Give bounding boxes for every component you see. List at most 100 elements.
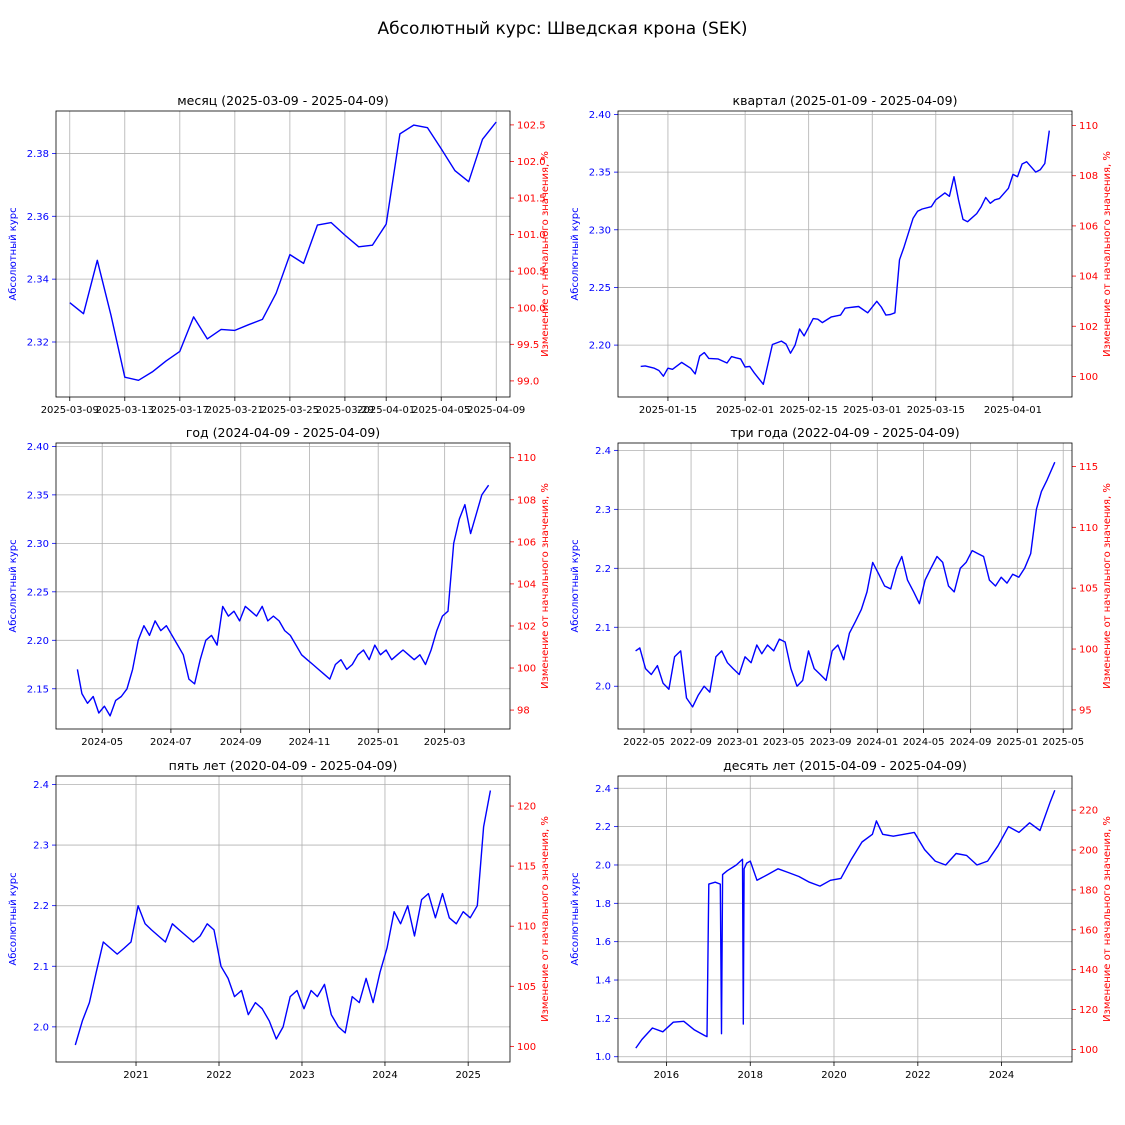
y-tick-label: 2.25 (589, 283, 611, 294)
y-tick-label: 2.2 (595, 822, 611, 833)
x-tick-label: 2025-05 (1042, 737, 1084, 748)
x-tick-label: 2021 (123, 1070, 148, 1081)
x-tick-label: 2023-05 (763, 737, 805, 748)
x-tick-label: 2016 (654, 1070, 679, 1081)
x-tick-label: 2022-05 (623, 737, 665, 748)
x-tick-label: 2025 (455, 1070, 480, 1081)
right-tick-label: 110 (517, 453, 536, 464)
right-tick-label: 100 (517, 664, 536, 675)
right-tick-label: 98 (517, 706, 530, 717)
x-tick-label: 2025-03-21 (206, 405, 264, 416)
x-tick-label: 2025-04-01 (984, 405, 1042, 416)
x-tick-label: 2023-09 (810, 737, 852, 748)
y-tick-label: 2.35 (589, 168, 611, 179)
y-tick-label: 2.34 (27, 275, 49, 286)
y-tick-label: 2.4 (595, 784, 611, 795)
x-tick-label: 2023 (289, 1070, 314, 1081)
y-axis-label: Абсолютный курс (8, 539, 19, 632)
right-tick-label: 120 (1079, 1005, 1098, 1016)
y-axis-label: Абсолютный курс (570, 207, 581, 300)
right-tick-label: 105 (1079, 584, 1098, 595)
y-tick-label: 2.38 (27, 149, 49, 160)
subplot-5: 2021 2022 2023 2024 2025 2.0 2.1 2.2 2.3 2.4 100 10… (8, 758, 551, 1081)
series-line (69, 121, 497, 381)
series-line (76, 484, 490, 717)
x-tick-label: 2025-03-25 (261, 405, 319, 416)
y-tick-label: 2.2 (33, 901, 49, 912)
x-tick-label: 2025-03-29 (316, 405, 374, 416)
y-tick-label: 2.3 (33, 841, 49, 852)
x-tick-label: 2024-09 (950, 737, 992, 748)
x-tick-label: 2025-01 (996, 737, 1038, 748)
right-axis-label: Изменение от начального значения, % (1102, 483, 1113, 689)
x-tick-label: 2022 (905, 1070, 930, 1081)
y-tick-label: 2.3 (595, 505, 611, 516)
right-tick-label: 180 (1079, 885, 1098, 896)
series-line (640, 130, 1050, 385)
right-tick-label: 104 (1079, 272, 1098, 283)
plot-frame (617, 442, 1073, 730)
subplot-title: пять лет (2020-04-09 - 2025-04-09) (169, 758, 398, 773)
x-tick-label: 2025-02-01 (716, 405, 774, 416)
series-line (74, 790, 492, 1046)
y-tick-label: 2.4 (33, 780, 49, 791)
right-tick-label: 100 (1079, 1045, 1098, 1056)
right-tick-label: 99.0 (517, 376, 539, 387)
plot-frame (55, 775, 511, 1063)
x-tick-label: 2025-04-05 (412, 405, 470, 416)
y-tick-label: 2.30 (27, 539, 49, 550)
right-tick-label: 102.5 (517, 120, 546, 131)
x-tick-label: 2025-04-01 (357, 405, 415, 416)
right-axis-label: Изменение от начального значения, % (540, 483, 551, 689)
x-tick-label: 2020 (821, 1070, 846, 1081)
x-tick-label: 2025-03-15 (907, 405, 965, 416)
y-tick-label: 2.15 (27, 684, 49, 695)
series-line (635, 789, 1056, 1049)
y-tick-label: 2.20 (589, 341, 611, 352)
y-tick-label: 2.4 (595, 446, 611, 457)
x-tick-label: 2024-11 (289, 737, 331, 748)
y-tick-label: 2.0 (33, 1022, 49, 1033)
y-tick-label: 2.40 (27, 442, 49, 453)
x-tick-label: 2018 (738, 1070, 763, 1081)
subplot-title: три года (2022-04-09 - 2025-04-09) (730, 425, 959, 440)
x-tick-label: 2025-04-09 (467, 405, 525, 416)
right-tick-label: 110 (1079, 523, 1098, 534)
y-tick-label: 2.0 (595, 860, 611, 871)
right-tick-label: 110 (517, 922, 536, 933)
y-tick-label: 2.2 (595, 564, 611, 575)
figure-title: Абсолютный курс: Шведская крона (SEK) (377, 19, 748, 39)
y-tick-label: 2.20 (27, 636, 49, 647)
plot-frame (55, 442, 511, 730)
right-tick-label: 120 (517, 802, 536, 813)
right-tick-label: 100.5 (517, 267, 546, 278)
right-tick-label: 101.0 (517, 230, 546, 241)
right-tick-label: 115 (517, 862, 536, 873)
x-tick-label: 2025-03-17 (151, 405, 209, 416)
x-tick-label: 2022-09 (670, 737, 712, 748)
x-tick-label: 2024 (372, 1070, 397, 1081)
x-tick-label: 2024-05 (81, 737, 123, 748)
x-tick-label: 2025-02-15 (780, 405, 838, 416)
right-tick-label: 95 (1079, 705, 1092, 716)
subplot-6: 2016 2018 2020 2022 2024 1.0 1.2 1.4 1.6 1.8 2.0 2.… (570, 758, 1113, 1081)
right-axis-label: Изменение от начального значения, % (540, 151, 551, 357)
y-tick-label: 2.35 (27, 490, 49, 501)
right-tick-label: 102 (517, 621, 536, 632)
right-tick-label: 100 (517, 1042, 536, 1053)
y-tick-label: 2.0 (595, 682, 611, 693)
right-tick-label: 102.0 (517, 157, 546, 168)
right-tick-label: 105 (517, 982, 536, 993)
y-tick-label: 2.32 (27, 338, 49, 349)
x-tick-label: 2024-01 (856, 737, 898, 748)
plot-frame (617, 775, 1073, 1063)
right-axis-label: Изменение от начального значения, % (1102, 816, 1113, 1022)
x-tick-label: 2024-05 (903, 737, 945, 748)
right-tick-label: 100 (1079, 645, 1098, 656)
y-tick-label: 2.1 (595, 623, 611, 634)
x-tick-label: 2023-01 (717, 737, 759, 748)
plot-frame (55, 110, 511, 398)
subplot-2: 2025-01-15 2025-02-01 2025-02-15 2025-03-01… (570, 93, 1113, 416)
right-tick-label: 220 (1079, 806, 1098, 817)
